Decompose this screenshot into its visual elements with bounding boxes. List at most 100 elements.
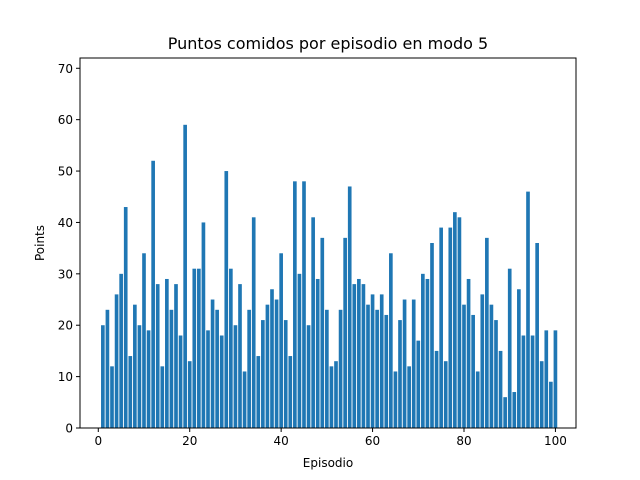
bar-episode-75 [439, 227, 443, 428]
bar-episode-2 [105, 309, 110, 428]
bar-episode-34 [251, 217, 256, 428]
bar-episode-43 [293, 181, 297, 428]
bar-episode-56 [352, 284, 357, 428]
bar-episode-57 [357, 278, 361, 428]
bar-episode-63 [384, 314, 389, 428]
bar-episode-62 [379, 294, 384, 428]
bar-episode-90 [507, 268, 512, 428]
bar-episode-42 [288, 356, 293, 428]
y-tick-label: 40 [58, 216, 73, 230]
x-tick-label: 60 [365, 434, 380, 448]
bar-episode-98 [544, 330, 549, 428]
bar-episode-92 [517, 289, 521, 428]
y-tick-label: 0 [65, 422, 73, 436]
bar-episode-87 [494, 320, 498, 428]
bar-episode-5 [119, 273, 123, 428]
bar-episode-16 [169, 309, 174, 428]
bar-episode-67 [402, 299, 407, 428]
bar-episode-53 [338, 309, 343, 428]
bar-episode-71 [421, 273, 425, 428]
x-tick-label: 100 [544, 434, 567, 448]
bar-episode-64 [389, 253, 393, 428]
bar-episode-29 [229, 268, 233, 428]
bar-episode-95 [530, 335, 535, 428]
x-tick-label: 0 [94, 434, 102, 448]
bar-episode-4 [114, 294, 119, 428]
bar-episode-12 [151, 160, 155, 428]
bar-episode-68 [407, 366, 411, 428]
bar-episode-25 [210, 299, 215, 428]
bar-episode-94 [526, 191, 530, 428]
bar-episode-3 [110, 366, 114, 428]
bar-episode-50 [325, 309, 329, 428]
bar-episode-15 [165, 278, 169, 428]
bar-episode-54 [343, 237, 347, 428]
bar-episode-58 [361, 284, 366, 428]
bar-episode-70 [416, 340, 421, 428]
bar-episode-88 [498, 350, 503, 428]
bar-episode-8 [133, 304, 137, 428]
bar-episode-76 [443, 361, 448, 428]
y-tick-label: 70 [58, 62, 73, 76]
bar-episode-99 [549, 381, 553, 428]
bar-episode-46 [306, 325, 311, 428]
bar-episode-39 [274, 299, 279, 428]
bar-episode-78 [453, 212, 457, 428]
chart-title: Puntos comidos por episodio en modo 5 [168, 34, 488, 53]
bar-episode-72 [425, 278, 430, 428]
bar-episode-79 [457, 217, 462, 428]
x-tick-label: 40 [274, 434, 289, 448]
bar-episode-74 [434, 350, 439, 428]
bar-episode-23 [201, 222, 206, 428]
bar-episode-32 [242, 371, 247, 428]
y-tick-label: 20 [58, 319, 73, 333]
bar-episode-69 [411, 299, 416, 428]
bar-episode-17 [174, 284, 178, 428]
bar-episode-49 [320, 237, 325, 428]
bar-episode-100 [553, 330, 558, 428]
bar-episode-1 [101, 325, 105, 428]
x-axis-ticks: 0 20 40 60 80 100 [94, 428, 567, 448]
bar-episode-28 [224, 171, 229, 429]
bar-episode-52 [334, 361, 338, 428]
bar-episode-31 [238, 284, 242, 428]
bar-episode-44 [297, 273, 302, 428]
bar-episode-11 [146, 330, 151, 428]
bar-episode-7 [128, 356, 133, 428]
bar-episode-59 [366, 304, 370, 428]
bar-episode-51 [329, 366, 334, 428]
bar-episode-82 [471, 314, 475, 428]
bar-episode-41 [283, 320, 288, 428]
bar-episode-26 [215, 309, 219, 428]
y-tick-label: 50 [58, 165, 73, 179]
bar-episode-96 [535, 243, 539, 428]
bar-episode-91 [512, 392, 517, 428]
bar-episode-93 [521, 335, 526, 428]
bar-episode-27 [219, 335, 224, 428]
bar-episode-60 [370, 294, 375, 428]
bar-episode-24 [206, 330, 210, 428]
bar-episode-10 [142, 253, 146, 428]
bar-episode-19 [183, 124, 187, 429]
bar-episode-97 [539, 361, 544, 428]
bar-episode-37 [265, 304, 270, 428]
bar-episode-48 [315, 278, 320, 428]
bar-episode-36 [261, 320, 265, 428]
bar-episode-77 [448, 227, 453, 428]
bar-episode-38 [270, 289, 274, 428]
bar-episode-47 [311, 217, 315, 428]
y-axis-ticks: 0 10 20 30 40 50 60 70 [58, 62, 80, 436]
x-tick-label: 80 [456, 434, 471, 448]
bar-episode-81 [466, 278, 471, 428]
x-tick-label: 20 [182, 434, 197, 448]
bar-episode-84 [480, 294, 485, 428]
y-axis-label: Points [33, 225, 47, 261]
y-tick-label: 10 [58, 370, 73, 384]
bar-episode-86 [489, 304, 494, 428]
x-axis-label: Episodio [303, 456, 353, 470]
bar-episode-65 [393, 371, 398, 428]
bar-episode-73 [430, 243, 434, 428]
bar-episode-85 [485, 237, 489, 428]
bar-episode-45 [302, 181, 306, 428]
bar-episode-89 [503, 397, 507, 428]
